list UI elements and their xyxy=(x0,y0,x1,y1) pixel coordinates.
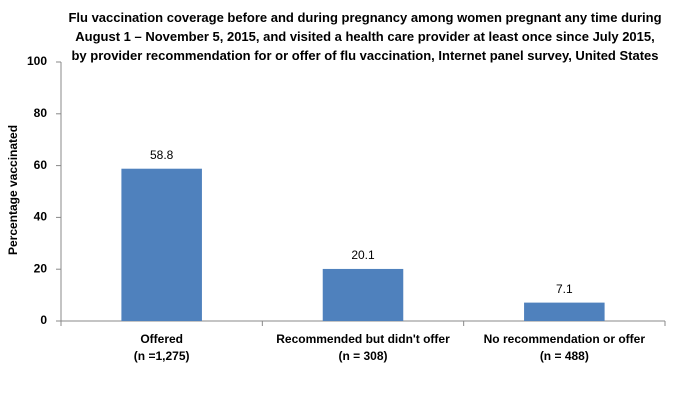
data-label: 20.1 xyxy=(351,248,375,262)
y-tick-label: 60 xyxy=(34,158,48,172)
bar xyxy=(322,268,404,321)
data-label: 58.8 xyxy=(150,148,174,162)
x-tick-label: No recommendation or offer (n = 488) xyxy=(483,332,645,363)
y-tick-label: 100 xyxy=(27,54,47,68)
chart-title: Flu vaccination coverage before and duri… xyxy=(68,10,662,63)
x-tick-label: Recommended but didn't offer (n = 308) xyxy=(276,332,450,363)
data-label: 7.1 xyxy=(556,282,573,296)
y-tick-label: 0 xyxy=(40,313,47,327)
y-tick-label: 80 xyxy=(34,106,48,120)
y-tick-label: 40 xyxy=(34,210,48,224)
x-tick-label: Offered (n =1,275) xyxy=(133,332,190,363)
y-tick-label: 20 xyxy=(34,261,48,275)
y-axis-label: Percentage vaccinated xyxy=(6,125,20,255)
bar xyxy=(121,168,202,321)
bar xyxy=(524,302,605,321)
